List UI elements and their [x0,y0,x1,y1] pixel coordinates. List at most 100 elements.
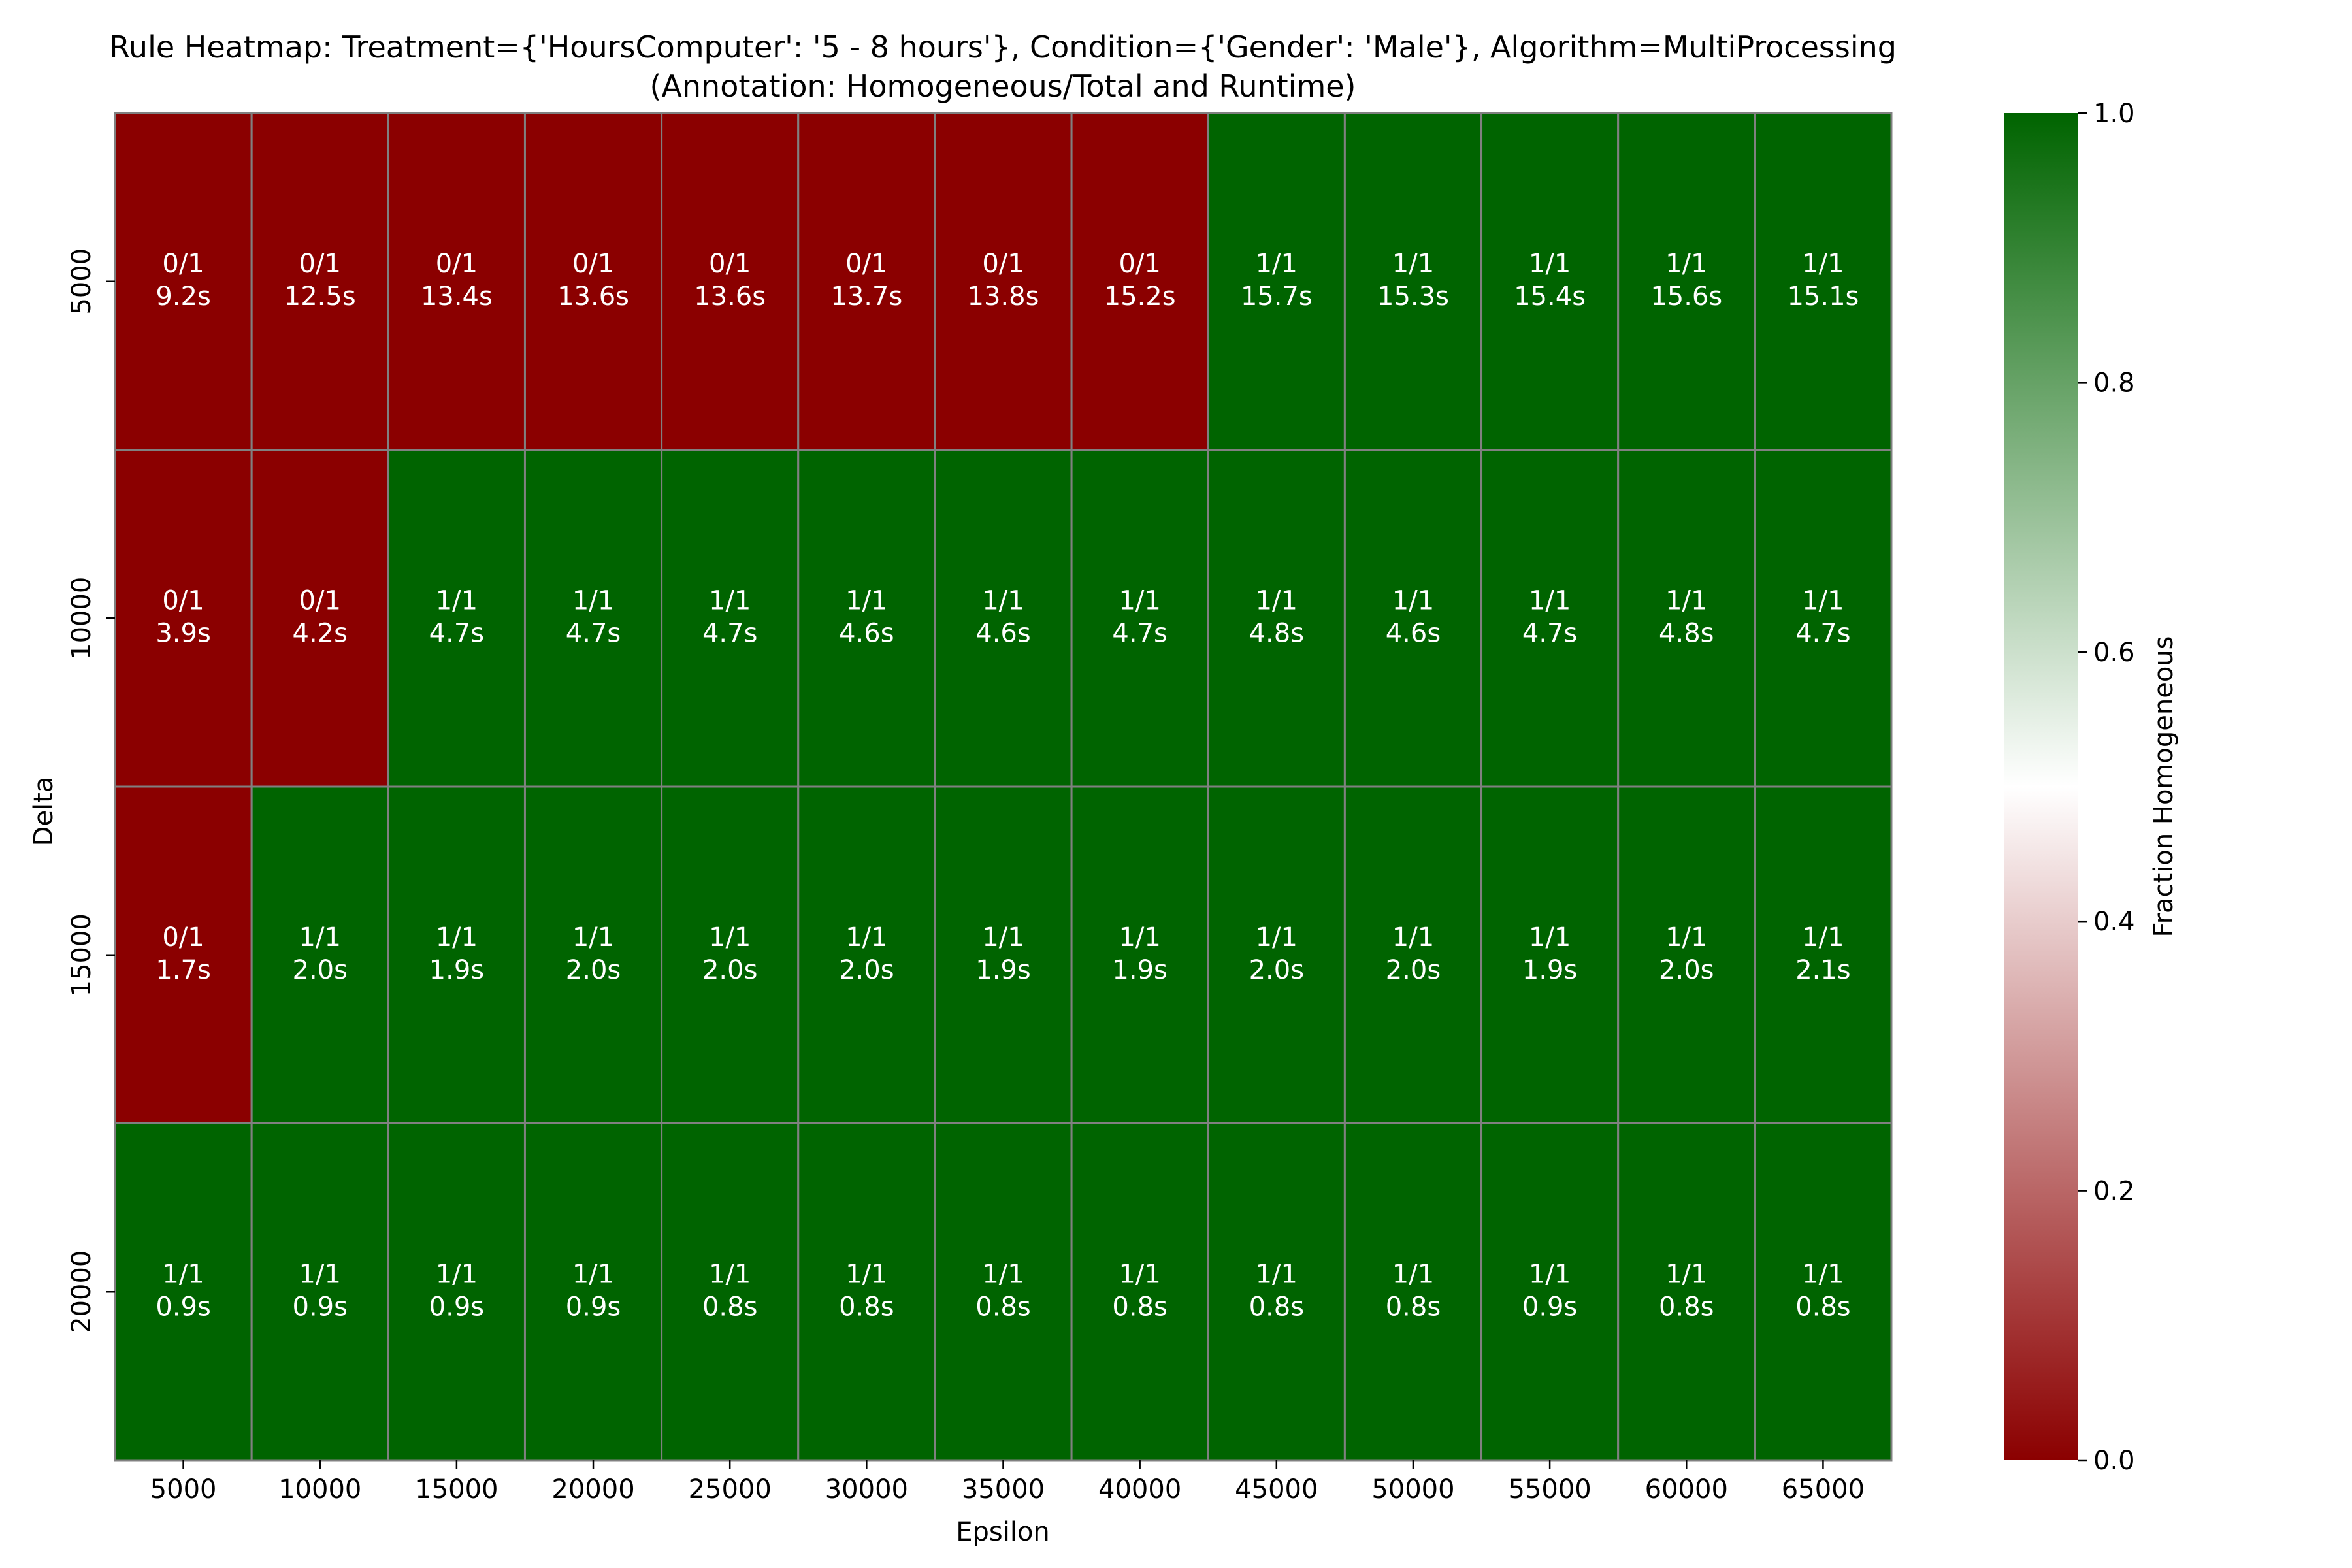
colorbar-label: Fraction Homogeneous [2149,636,2179,938]
cell-runtime-label: 15.4s [1514,282,1586,312]
cell-count-label: 1/1 [1392,249,1434,279]
heatmap-cell [114,785,253,1124]
cell-count-label: 1/1 [1529,1259,1571,1289]
y-tick-label: 15000 [67,913,97,996]
heatmap-cell [1754,112,1893,451]
chart-title-line2: (Annotation: Homogeneous/Total and Runti… [649,69,1356,104]
cell-count-label: 1/1 [162,1259,204,1289]
cell-count-label: 1/1 [299,1259,341,1289]
cell-count-label: 0/1 [1119,249,1160,279]
cell-count-label: 1/1 [1529,249,1571,279]
cell-runtime-label: 4.7s [566,618,621,648]
cell-count-label: 1/1 [436,1259,478,1289]
cell-count-label: 1/1 [1392,1259,1434,1289]
cell-count-label: 0/1 [162,923,204,953]
x-tick-label: 65000 [1782,1475,1865,1505]
heatmap-cell [387,785,526,1124]
heatmap-cell [1754,785,1893,1124]
heatmap-cell [1754,1122,1893,1462]
cell-count-label: 1/1 [1256,1259,1298,1289]
cell-runtime-label: 4.7s [1795,618,1850,648]
cell-runtime-label: 15.2s [1104,282,1176,312]
heatmap-cell [1207,1122,1346,1462]
cell-count-label: 0/1 [299,585,341,615]
heatmap-cell [387,1122,526,1462]
heatmap-cell [1480,1122,1620,1462]
cell-count-label: 1/1 [1802,923,1844,953]
cell-count-label: 1/1 [1529,923,1571,953]
heatmap-cell [1754,449,1893,788]
colorbar-tick-label: 0.6 [2093,638,2135,668]
colorbar-tick-label: 0.4 [2093,907,2135,937]
cell-count-label: 0/1 [299,249,341,279]
heatmap-cell [523,449,663,788]
heatmap-cell [114,449,253,788]
cell-count-label: 1/1 [1665,1259,1707,1289]
heatmap-cell [250,785,389,1124]
cell-count-label: 1/1 [1665,923,1707,953]
cell-runtime-label: 2.0s [1386,955,1441,985]
heatmap-cell [934,449,1073,788]
y-axis-label: Delta [29,777,59,847]
heatmap-cell [1070,112,1209,451]
heatmap-cell [797,449,936,788]
heatmap-cell [1343,1122,1483,1462]
x-axis-ticks: 5000 10000 15000 20000 25000 30000 35000 40000 4… [150,1460,1865,1505]
cell-runtime-label: 13.6s [557,282,629,312]
heatmap-cell [523,1122,663,1462]
cell-runtime-label: 0.8s [839,1292,894,1322]
cell-runtime-label: 4.7s [1112,618,1167,648]
y-tick-label: 20000 [67,1250,97,1333]
cell-runtime-label: 9.2s [155,282,210,312]
cell-runtime-label: 4.8s [1659,618,1714,648]
colorbar-ticks: 0.0 0.2 0.4 0.6 0.8 1.0 [2078,99,2135,1476]
y-axis-ticks: 5000 10000 15000 20000 [67,248,115,1333]
cell-count-label: 0/1 [709,249,751,279]
cell-runtime-label: 0.9s [155,1292,210,1322]
heatmap-cell [250,449,389,788]
cell-runtime-label: 4.7s [702,618,757,648]
cell-runtime-label: 4.6s [1386,618,1441,648]
cell-runtime-label: 2.0s [1249,955,1304,985]
cell-runtime-label: 15.1s [1787,282,1859,312]
cell-count-label: 1/1 [845,1259,887,1289]
cell-count-label: 1/1 [572,923,614,953]
cell-runtime-label: 13.8s [968,282,1039,312]
cell-runtime-label: 4.6s [975,618,1030,648]
heatmap-cell [387,112,526,451]
heatmap-cell [1343,112,1483,451]
cell-count-label: 0/1 [572,249,614,279]
x-tick-label: 15000 [415,1475,498,1505]
cell-runtime-label: 4.7s [1522,618,1577,648]
cell-runtime-label: 1.9s [429,955,484,985]
cell-count-label: 1/1 [709,923,751,953]
heatmap-cell [114,112,253,451]
cell-runtime-label: 0.9s [293,1292,348,1322]
cell-count-label: 1/1 [1256,249,1298,279]
cell-count-label: 1/1 [1119,1259,1160,1289]
cell-count-label: 1/1 [1392,923,1434,953]
cell-runtime-label: 12.5s [284,282,356,312]
cell-count-label: 1/1 [1119,585,1160,615]
chart-title-line1: Rule Heatmap: Treatment={'HoursComputer'… [109,29,1897,65]
x-tick-label: 50000 [1371,1475,1454,1505]
cell-count-label: 1/1 [709,585,751,615]
heatmap-cell [1070,449,1209,788]
x-tick-label: 5000 [150,1475,217,1505]
cell-count-label: 0/1 [845,249,887,279]
cell-count-label: 1/1 [845,585,887,615]
cell-runtime-label: 0.8s [975,1292,1030,1322]
cell-count-label: 1/1 [1256,923,1298,953]
cell-count-label: 1/1 [982,1259,1024,1289]
cell-count-label: 1/1 [1392,585,1434,615]
cell-count-label: 1/1 [1119,923,1160,953]
cell-runtime-label: 2.0s [293,955,348,985]
cell-count-label: 1/1 [845,923,887,953]
cell-runtime-label: 0.8s [1659,1292,1714,1322]
cell-runtime-label: 1.7s [155,955,210,985]
colorbar-tick-label: 0.2 [2093,1177,2135,1207]
heatmap-cell [797,112,936,451]
heatmap-cell [1617,785,1756,1124]
cell-runtime-label: 0.8s [1249,1292,1304,1322]
heatmap-cell [661,112,800,451]
